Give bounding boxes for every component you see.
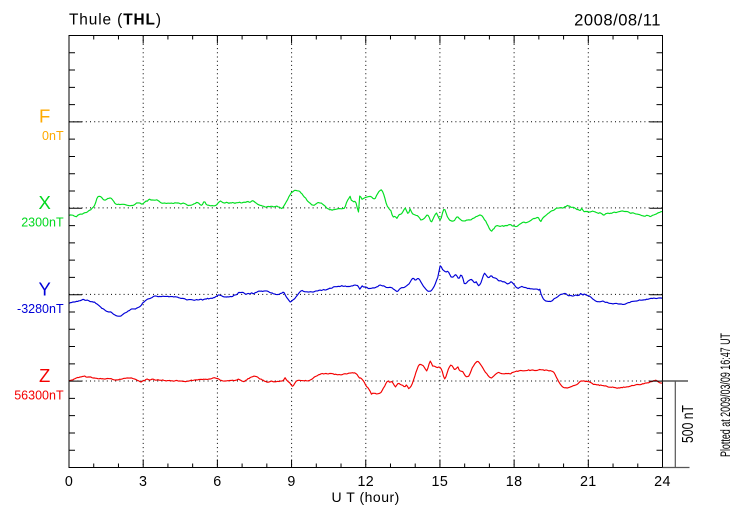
svg-text:-3280nT: -3280nT: [17, 302, 64, 316]
svg-text:U T (hour): U T (hour): [332, 489, 400, 505]
svg-text:2300nT: 2300nT: [21, 215, 64, 229]
svg-text:24: 24: [654, 474, 671, 490]
svg-text:2008/08/11: 2008/08/11: [574, 10, 661, 29]
svg-text:Thule (THL): Thule (THL): [69, 12, 162, 29]
svg-text:Y: Y: [39, 278, 51, 299]
svg-text:15: 15: [432, 474, 449, 490]
svg-text:6: 6: [213, 474, 221, 490]
svg-text:21: 21: [580, 474, 597, 490]
svg-text:56300nT: 56300nT: [14, 388, 64, 402]
svg-text:F: F: [39, 106, 50, 127]
svg-text:12: 12: [357, 474, 374, 490]
svg-text:0nT: 0nT: [42, 129, 64, 143]
svg-text:500 nT: 500 nT: [680, 405, 697, 443]
svg-text:Z: Z: [39, 365, 50, 386]
svg-text:9: 9: [287, 474, 295, 490]
svg-text:3: 3: [139, 474, 147, 490]
svg-text:0: 0: [65, 474, 73, 490]
svg-text:X: X: [39, 192, 51, 213]
svg-text:18: 18: [506, 474, 523, 490]
svg-text:Plotted at 2009/03/09 16:47 UT: Plotted at 2009/03/09 16:47 UT: [718, 333, 730, 457]
